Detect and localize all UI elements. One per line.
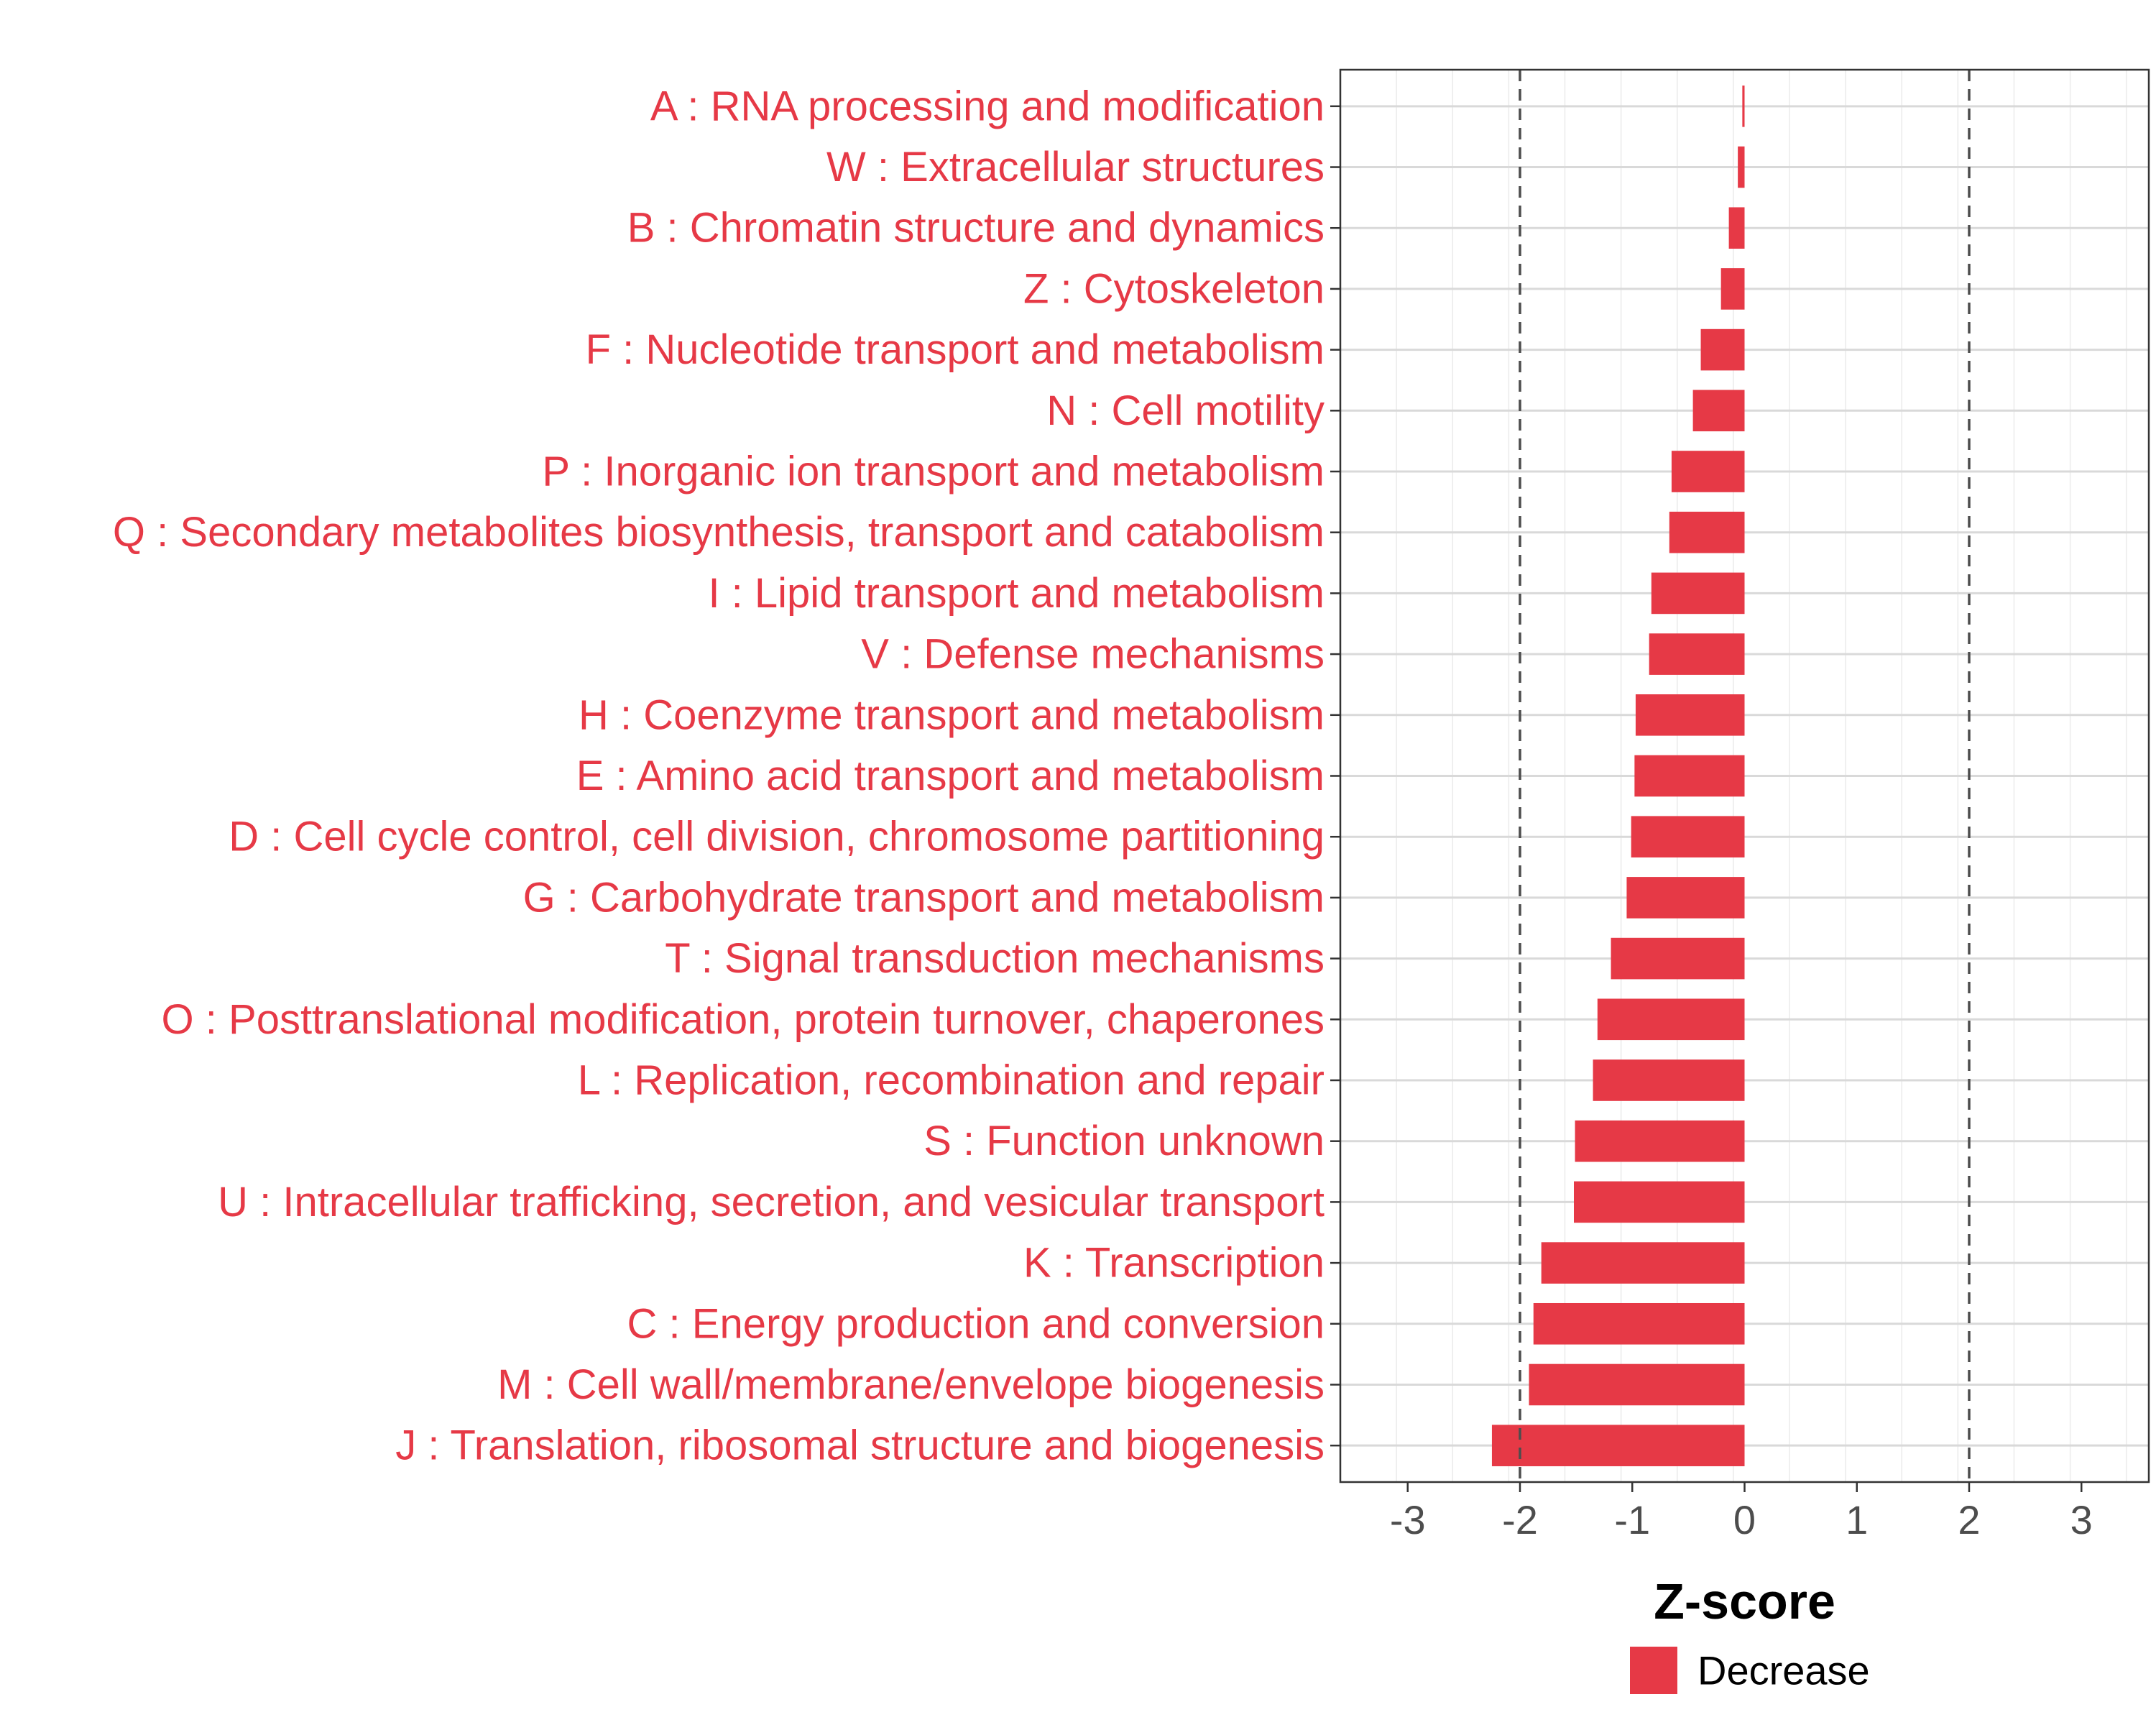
category-label: F : Nucleotide transport and metabolism <box>586 326 1325 373</box>
bar <box>1575 1120 1745 1162</box>
category-label: D : Cell cycle control, cell division, c… <box>229 814 1325 860</box>
bar <box>1541 1242 1745 1284</box>
category-label: C : Energy production and conversion <box>627 1300 1325 1347</box>
category-label: O : Posttranslational modification, prot… <box>162 996 1325 1043</box>
category-label: H : Coenzyme transport and metabolism <box>579 691 1325 738</box>
bar <box>1692 390 1745 432</box>
bar <box>1669 511 1745 553</box>
category-label: G : Carbohydrate transport and metabolis… <box>523 874 1325 921</box>
bars <box>1491 86 1745 1466</box>
category-label: L : Replication, recombination and repai… <box>578 1057 1325 1103</box>
legend-label-decrease: Decrease <box>1697 1648 1870 1693</box>
bar <box>1738 146 1745 188</box>
reference-lines <box>1519 70 1971 1482</box>
bar <box>1533 1302 1745 1345</box>
category-label: V : Defense mechanisms <box>861 631 1325 678</box>
bar <box>1631 816 1745 857</box>
category-label: S : Function unknown <box>923 1118 1325 1164</box>
category-label: T : Signal transduction mechanisms <box>665 935 1325 982</box>
category-label: J : Translation, ribosomal structure and… <box>395 1422 1325 1469</box>
category-label: P : Inorganic ion transport and metaboli… <box>542 448 1325 495</box>
category-label: N : Cell motility <box>1046 387 1325 434</box>
legend: Decrease <box>1630 1647 1870 1694</box>
x-tick-label: 3 <box>2070 1497 2093 1542</box>
bar <box>1649 633 1745 675</box>
bar <box>1651 572 1745 615</box>
bar <box>1671 451 1745 492</box>
x-tick-label: 0 <box>1733 1497 1756 1542</box>
x-tick-label: -2 <box>1502 1497 1538 1542</box>
x-axis-title: Z-score <box>1654 1573 1835 1629</box>
y-axis-ticks: A : RNA processing and modification W : E… <box>113 83 1340 1469</box>
bar <box>1611 937 1745 980</box>
x-tick-label: -1 <box>1614 1497 1650 1542</box>
x-tick-label: 2 <box>1958 1497 1980 1542</box>
category-label: A : RNA processing and modification <box>650 83 1325 129</box>
category-label: Z : Cytoskeleton <box>1023 265 1325 312</box>
bar <box>1593 1059 1745 1101</box>
category-label: Q : Secondary metabolites biosynthesis, … <box>113 509 1325 556</box>
category-label: I : Lipid transport and metabolism <box>708 570 1325 617</box>
category-label: M : Cell wall/membrane/envelope biogenes… <box>497 1361 1325 1408</box>
x-tick-label: -3 <box>1390 1497 1426 1542</box>
x-tick-label: 1 <box>1846 1497 1868 1542</box>
bar <box>1597 998 1745 1041</box>
bar <box>1728 207 1745 249</box>
bar <box>1635 694 1745 736</box>
bar <box>1742 86 1745 127</box>
legend-swatch-decrease <box>1630 1647 1677 1694</box>
category-label: B : Chromatin structure and dynamics <box>627 205 1325 252</box>
bar <box>1634 755 1745 797</box>
bar <box>1720 268 1745 310</box>
x-axis-ticks: -3 -2 -1 0 1 2 3 <box>1390 1482 2093 1542</box>
bar <box>1491 1425 1745 1466</box>
bar <box>1529 1363 1745 1406</box>
bar <box>1626 877 1745 919</box>
bar <box>1574 1181 1745 1223</box>
bar <box>1700 328 1745 371</box>
category-label: E : Amino acid transport and metabolism <box>576 753 1325 799</box>
category-label: K : Transcription <box>1023 1240 1325 1287</box>
category-label: U : Intracellular trafficking, secretion… <box>218 1179 1325 1225</box>
category-label: W : Extracellular structures <box>826 144 1325 190</box>
